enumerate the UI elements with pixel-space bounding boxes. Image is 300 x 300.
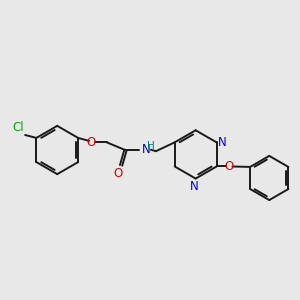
Text: O: O bbox=[113, 167, 122, 180]
Text: N: N bbox=[218, 136, 227, 149]
Text: N: N bbox=[142, 142, 151, 156]
Text: O: O bbox=[86, 136, 95, 149]
Text: N: N bbox=[190, 180, 198, 193]
Text: Cl: Cl bbox=[12, 122, 24, 134]
Text: H: H bbox=[147, 141, 155, 151]
Text: O: O bbox=[224, 160, 233, 173]
